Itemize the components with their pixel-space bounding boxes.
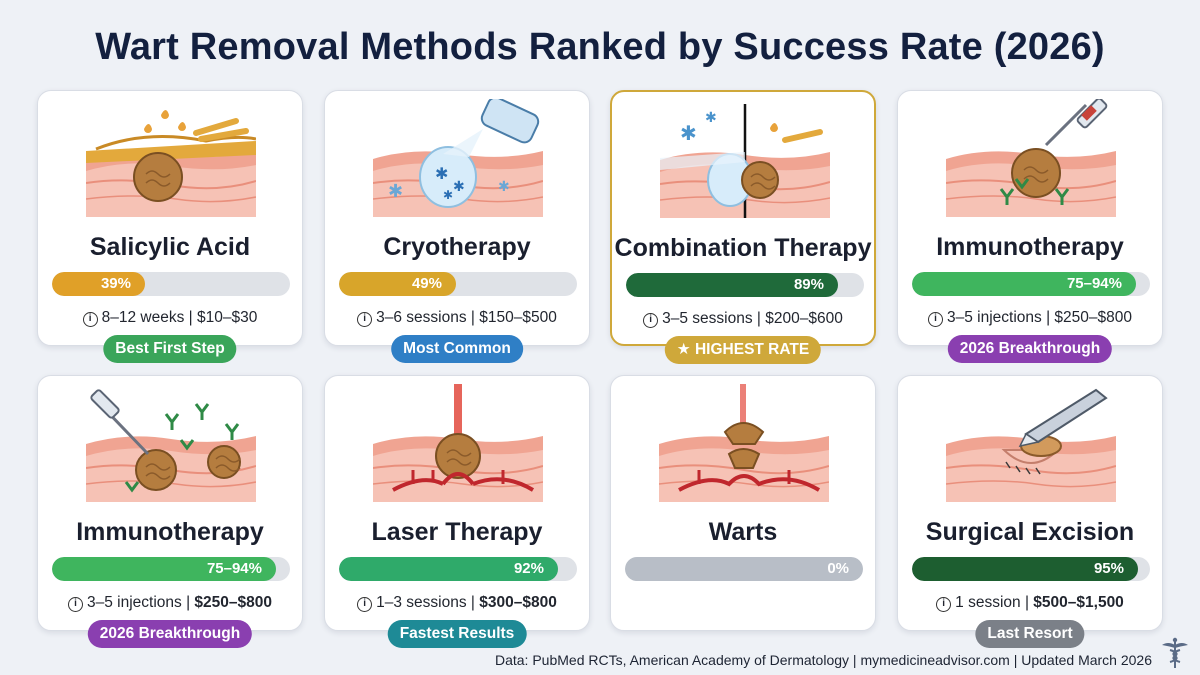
method-name: Cryotherapy: [383, 233, 531, 261]
method-name: Immunotherapy: [936, 233, 1124, 261]
method-name: Salicylic Acid: [89, 233, 251, 261]
method-card: Immunotherapy 75–94% i 3–5 injections | $…: [37, 375, 303, 648]
success-rate-fill: [52, 557, 276, 581]
method-badge: 2026 Breakthrough: [87, 620, 253, 648]
svg-text:✱: ✱: [498, 178, 510, 194]
meta-text: 3–5 injections | $250–$800: [946, 309, 1132, 326]
caduceus-icon: [1162, 637, 1188, 668]
info-icon: i: [67, 597, 83, 612]
success-rate-label: 75–94%: [206, 560, 262, 577]
svg-text:✱: ✱: [435, 166, 448, 183]
success-rate-bar: 75–94%: [912, 272, 1150, 296]
success-rate-fill: [52, 272, 145, 296]
success-rate-bar: 0%: [625, 557, 863, 581]
method-card: Salicylic Acid 39% i 8–12 weeks | $10–$30…: [37, 90, 303, 363]
method-name: Surgical Excision: [925, 518, 1135, 546]
method-badge: Most Common: [391, 335, 523, 363]
method-illustration-icon: [946, 388, 1116, 502]
method-illustration-icon: [86, 389, 256, 502]
meta-text: 8–12 weeks | $10–$30: [101, 309, 258, 326]
method-illustration-icon: [86, 110, 256, 217]
method-illustration-icon: [373, 384, 543, 502]
method-name: Warts: [708, 518, 778, 546]
method-name: Combination Therapy: [614, 234, 872, 262]
info-icon: i: [643, 313, 659, 328]
svg-text:✱: ✱: [705, 109, 717, 125]
method-meta: i 3–5 injections | $250–$800: [898, 309, 1162, 327]
method-card: ✱ ✱ ✱ ✱ ✱ Cryotherapy 49% i 3–6 sessions …: [324, 90, 590, 363]
method-card: Immunotherapy 75–94% i 3–5 injections | $…: [897, 90, 1163, 363]
footer-source: Data: PubMed RCTs, American Academy of D…: [494, 652, 1152, 668]
meta-text: 3–6 sessions | $150–$500: [376, 309, 557, 326]
method-badge: ★ HIGHEST RATE: [664, 336, 822, 364]
success-rate-fill: [625, 557, 863, 581]
success-rate-fill: [626, 273, 838, 297]
meta-cost: $250–$800: [194, 594, 273, 611]
method-illustration-icon: [659, 384, 829, 502]
meta-text: 3–5 injections |: [86, 594, 195, 611]
svg-text:✱: ✱: [443, 188, 453, 202]
info-icon: i: [82, 312, 98, 327]
info-icon: i: [936, 597, 952, 612]
method-card: Laser Therapy 92% i 1–3 sessions | $300–$…: [324, 375, 590, 648]
success-rate-label: 39%: [100, 275, 131, 292]
page-title: Wart Removal Methods Ranked by Success R…: [95, 26, 1105, 68]
method-name: Immunotherapy: [76, 518, 264, 546]
info-icon: i: [927, 312, 943, 327]
success-rate-bar: 89%: [626, 273, 864, 297]
success-rate-fill: [912, 557, 1138, 581]
method-meta: i 3–5 sessions | $200–$600: [612, 310, 874, 328]
method-badge: Fastest Results: [387, 620, 527, 648]
method-illustration-icon: [946, 99, 1116, 217]
success-rate-label: 0%: [827, 560, 849, 577]
method-meta: i 3–6 sessions | $150–$500: [325, 309, 589, 327]
method-badge: 2026 Breakthrough: [947, 335, 1113, 363]
success-rate-bar: 39%: [52, 272, 290, 296]
meta-cost: $300–$800: [479, 594, 557, 611]
info-icon: i: [357, 312, 373, 327]
method-badge: Last Resort: [975, 620, 1085, 648]
meta-text: 3–5 sessions | $200–$600: [662, 310, 843, 327]
success-rate-label: 75–94%: [1066, 275, 1122, 292]
method-card: Warts 0%: [610, 375, 876, 631]
method-meta: i 1–3 sessions | $300–$800: [325, 594, 589, 612]
method-meta: i 8–12 weeks | $10–$30: [38, 309, 302, 327]
success-rate-label: 49%: [411, 275, 442, 292]
success-rate-bar: 75–94%: [52, 557, 290, 581]
success-rate-label: 89%: [793, 276, 824, 293]
meta-cost: $500–$1,500: [1033, 594, 1124, 611]
info-icon: i: [357, 597, 373, 612]
svg-text:✱: ✱: [388, 181, 403, 201]
svg-text:✱: ✱: [453, 178, 465, 194]
method-name: Laser Therapy: [371, 518, 543, 546]
success-rate-bar: 95%: [912, 557, 1150, 581]
success-rate-fill: [339, 557, 558, 581]
success-rate-label: 95%: [1093, 560, 1124, 577]
success-rate-bar: 92%: [339, 557, 577, 581]
success-rate-bar: 49%: [339, 272, 577, 296]
method-card: ✱ ✱ Combination Therapy 89% i 3–5 session…: [610, 90, 876, 364]
success-rate-fill: [912, 272, 1136, 296]
meta-text: 1 session |: [955, 594, 1034, 611]
svg-text:✱: ✱: [680, 123, 697, 145]
meta-text: 1–3 sessions |: [376, 594, 480, 611]
method-badge: Best First Step: [103, 335, 237, 363]
method-illustration-icon: ✱ ✱ ✱ ✱ ✱: [373, 99, 543, 217]
method-meta: i 3–5 injections | $250–$800: [38, 594, 302, 612]
method-illustration-icon: ✱ ✱: [660, 104, 830, 218]
success-rate-label: 92%: [513, 560, 544, 577]
success-rate-fill: [339, 272, 456, 296]
